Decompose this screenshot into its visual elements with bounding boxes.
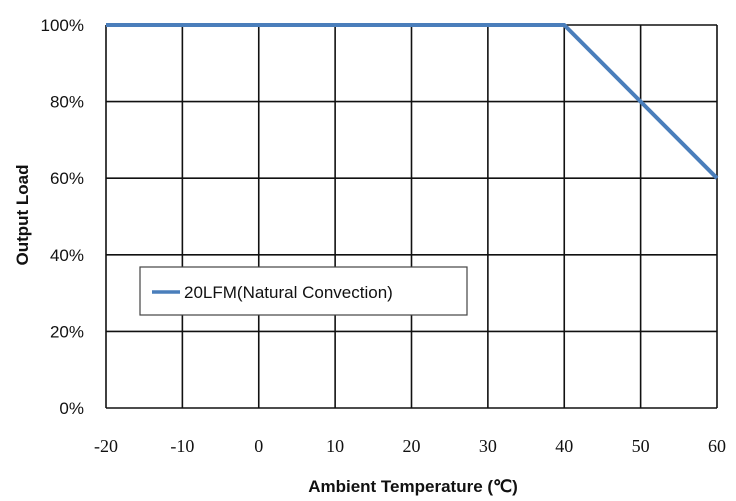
legend-label: 20LFM(Natural Convection)	[184, 283, 393, 302]
y-tick-label: 0%	[59, 399, 84, 418]
x-tick-label: 30	[479, 436, 497, 456]
x-tick-label: -20	[94, 436, 118, 456]
y-axis-label: Output Load	[13, 164, 32, 265]
series-layer	[106, 23, 719, 180]
series-line	[106, 23, 719, 180]
y-tick-label: 40%	[50, 246, 84, 265]
y-tick-label: 100%	[41, 16, 84, 35]
x-tick-label: 50	[632, 436, 650, 456]
x-axis-ticks: -20 -10 0 10 20 30 40 50 60	[94, 436, 726, 456]
y-tick-label: 80%	[50, 93, 84, 112]
x-tick-label: 40	[555, 436, 573, 456]
y-tick-label: 20%	[50, 322, 84, 341]
legend: 20LFM(Natural Convection)	[139, 266, 468, 316]
x-tick-label: 60	[708, 436, 726, 456]
x-axis-label: Ambient Temperature (℃)	[308, 477, 518, 496]
x-tick-label: 0	[254, 436, 263, 456]
x-tick-label: -10	[170, 436, 194, 456]
y-tick-label: 60%	[50, 169, 84, 188]
grid	[105, 24, 718, 409]
y-axis-ticks: 0% 20% 40% 60% 80% 100%	[41, 16, 84, 418]
x-tick-label: 10	[326, 436, 344, 456]
x-tick-label: 20	[403, 436, 421, 456]
legend-box	[139, 266, 468, 316]
